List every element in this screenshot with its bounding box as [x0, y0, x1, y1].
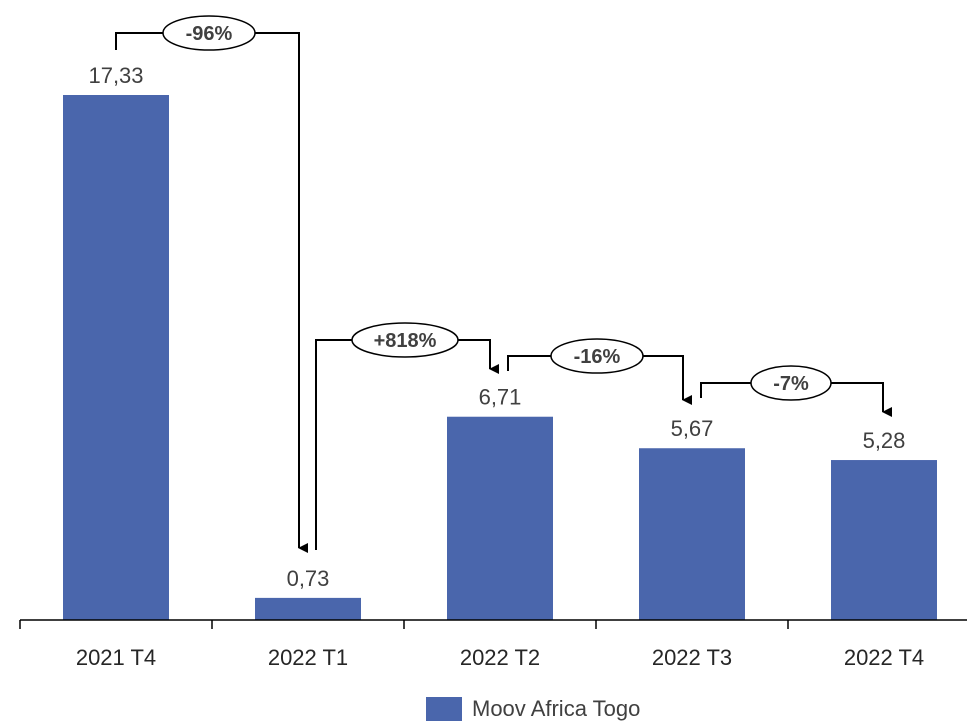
change-oval: [162, 15, 256, 51]
change-label: -16%: [574, 346, 621, 368]
legend-label: Moov Africa Togo: [472, 696, 641, 721]
legend: Moov Africa Togo: [426, 694, 640, 724]
change-label: -96%: [186, 23, 233, 45]
x-tick-label: 2021 T4: [76, 645, 156, 670]
value-label: 5,28: [863, 428, 906, 453]
bar: [831, 460, 937, 620]
x-tick-label: 2022 T2: [460, 645, 540, 670]
value-label: 6,71: [479, 385, 522, 410]
x-tick-label: 2022 T3: [652, 645, 732, 670]
value-label: 17,33: [88, 63, 143, 88]
x-tick-label: 2022 T1: [268, 645, 348, 670]
legend-swatch: [426, 697, 462, 721]
change-label: -7%: [773, 373, 809, 395]
bar: [639, 448, 745, 620]
change-annotation: +818%: [315, 322, 499, 550]
value-label: 5,67: [671, 416, 714, 441]
bar-chart: 17,33 0,73 6,71 5,67 5,28 2021 T4 2022 T1 2022…: [19, 15, 967, 670]
change-oval: [750, 365, 832, 401]
change-annotation: -96%: [115, 15, 308, 553]
change-oval: [351, 322, 459, 358]
bar: [447, 416, 553, 620]
change-oval: [550, 338, 644, 374]
x-tick-label: 2022 T4: [844, 645, 924, 670]
value-label: 0,73: [287, 566, 330, 591]
change-label: +818%: [374, 330, 437, 352]
change-annotation: -7%: [700, 365, 892, 417]
change-annotation: -16%: [507, 338, 692, 405]
bar: [63, 95, 169, 620]
bar: [255, 597, 361, 620]
